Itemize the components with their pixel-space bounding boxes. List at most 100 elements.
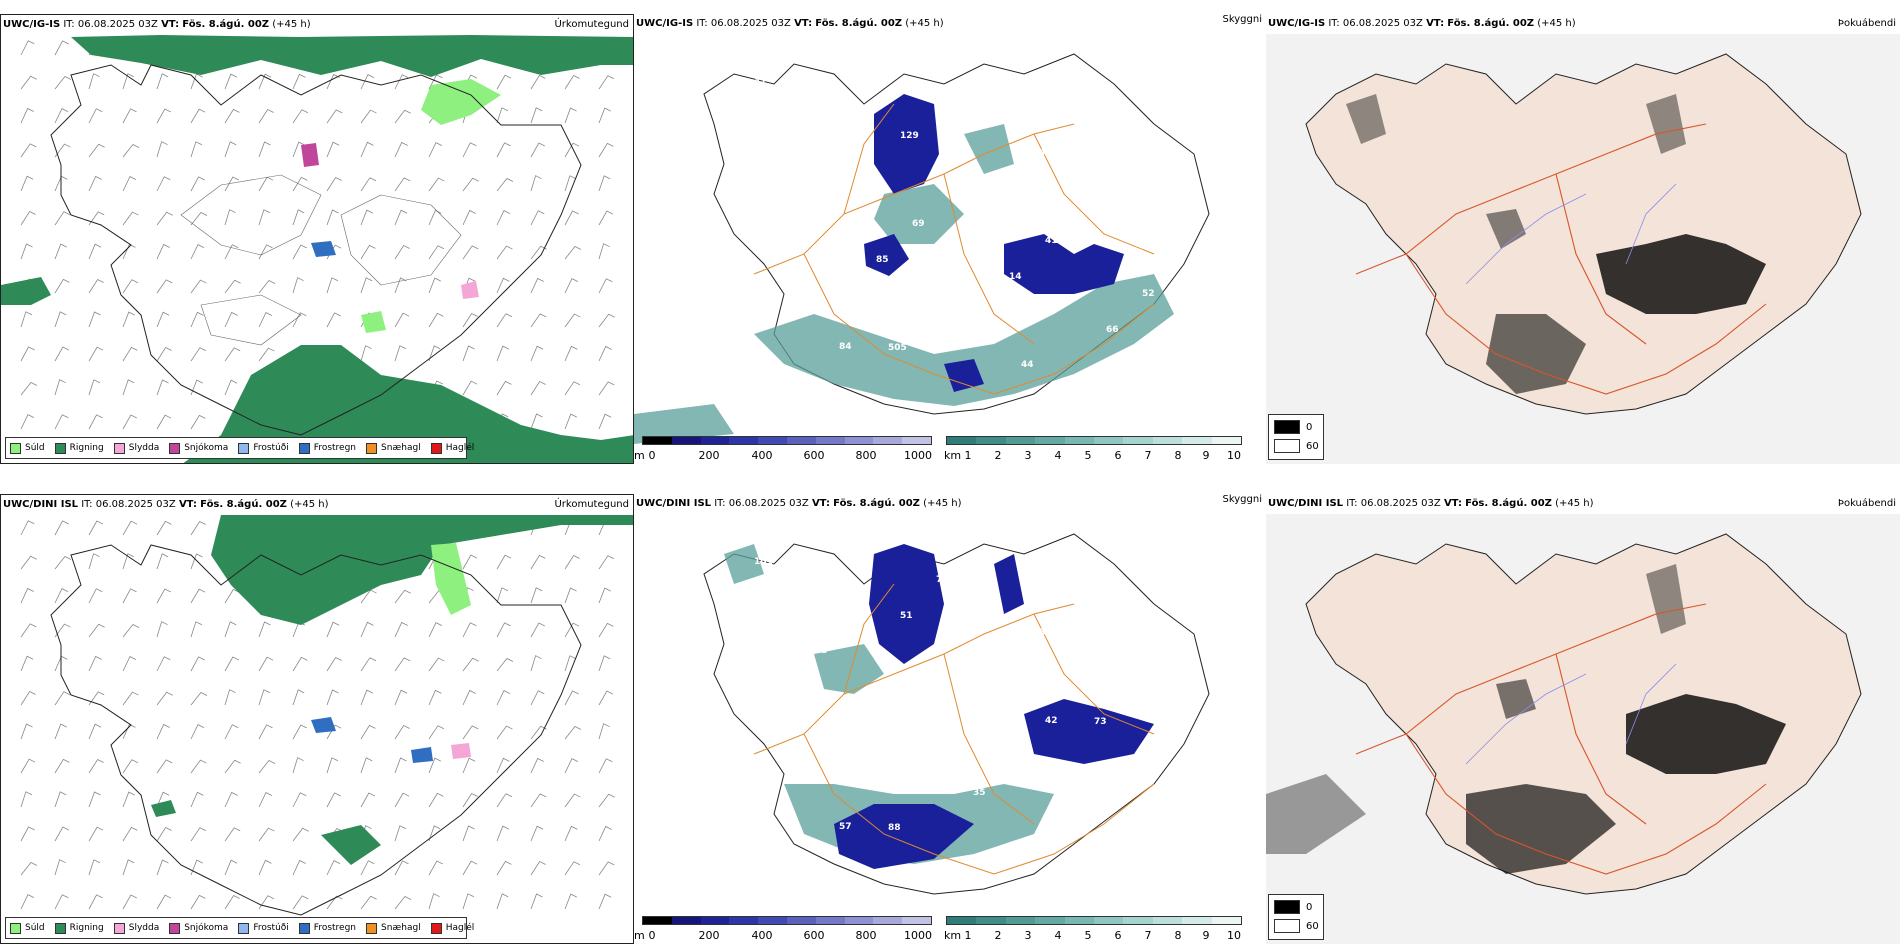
legend-item: Rigning [54,442,104,454]
wind-barb [564,861,581,876]
colorbar-tick: 2 [994,449,1002,462]
wind-barb [258,279,276,294]
wind-barb [360,74,375,90]
wind-barb [530,413,543,430]
legend-item: Frostregn [298,922,356,934]
wind-barb [394,792,410,808]
wind-barb [292,827,309,842]
wind-barb [122,553,135,570]
wind-barb [360,757,373,774]
wind-barb [292,244,308,260]
visibility-colorbar: km 1 2 3 4 5 6 7 8 9 10 [944,916,1244,942]
wind-barb [530,655,542,672]
wind-barb [564,245,582,260]
fog-legend-item: 60 [1274,919,1323,933]
wind-barb [394,621,408,638]
colorbar-tick: 600 [803,929,825,942]
wind-barb [20,791,33,808]
wind-barb [156,73,169,90]
colorbar-unit: m [634,929,645,942]
wind-barb [292,792,307,808]
wind-barb [88,791,101,808]
legend-item: Frostúði [238,922,289,934]
wind-barb [564,622,580,638]
wind-barb [122,176,137,192]
panel-header: UWC/IG-IS IT: 06.08.2025 03Z VT: Fös. 8.… [636,18,944,29]
wind-barb [462,622,477,638]
wind-barb [530,757,544,774]
panel-header: UWC/DINI ISL IT: 06.08.2025 03Z VT: Fös.… [636,498,962,509]
ceiling-value-label: 77 [779,682,792,692]
legend-item: Rigning [54,922,104,934]
wind-barb [326,724,342,740]
wind-barb [564,758,579,774]
wind-barb [20,691,36,706]
wind-barb [530,554,546,570]
panel-header: UWC/IG-IS IT: 06.08.2025 03Z VT: Fös. 8.… [3,19,311,30]
colorbar-tick: 3 [1024,449,1032,462]
wind-barb [54,894,69,910]
fog-legend-item: 0 [1274,420,1323,434]
wind-barb [564,313,581,328]
wind-barb [224,621,237,638]
wind-barb [360,895,377,910]
ceiling-value-label: 66 [827,254,840,264]
wind-barb [462,209,476,226]
wind-barb [88,723,102,740]
wind-barb [394,245,410,260]
wind-barb [258,621,271,638]
wind-barb [88,73,100,90]
wind-barb [292,73,306,90]
panel-title: Úrkomutegund [554,499,629,510]
ceiling-value-label: 68 [997,184,1010,194]
wind-barb [54,414,69,430]
legend-item: Snjókoma [169,922,228,934]
wind-barb [564,381,581,396]
colorbar-tick: 200 [698,449,720,462]
wind-barb [122,691,139,706]
wind-barb [190,311,204,328]
wind-barb [326,792,341,808]
colorbar-tick: 5 [1084,449,1092,462]
wind-barb [360,244,376,260]
ceiling-value-label: 206 [936,95,955,105]
wind-barb [496,657,514,672]
legend-swatch [430,442,442,454]
wind-barb [530,690,545,706]
wind-barb [258,141,271,158]
colorbar-tick: 5 [1084,929,1092,942]
precip-map [20,515,633,916]
wind-barb [394,689,408,706]
ceiling-value-label: 84 [839,342,852,352]
wind-barb [156,141,168,158]
ceiling-value-label: 41 [1045,236,1058,246]
wind-barb [462,725,479,740]
ceiling-value-label: 71 [803,558,816,568]
legend-swatch [54,922,66,934]
wind-barb [190,521,206,536]
ceiling-value-label: 134 [1130,681,1149,691]
wind-barb [360,860,375,876]
ceiling-value-label: 52 [1142,289,1155,299]
wind-barb [564,690,579,706]
wind-barb [224,379,238,396]
wind-barb [156,414,172,430]
wind-barb [394,860,409,876]
ceiling-labels-bottom: 101 96 44 42 51 57 73 159 134 65 42 93 90 43 58 48 37 71 5… [754,557,1155,850]
wind-barb [292,656,308,672]
wind-barb [394,312,410,328]
wind-barb [54,758,70,774]
visibility-colorbar: km 1 2 3 4 5 6 7 8 9 10 [944,436,1244,462]
wind-barb [156,108,172,124]
ceiling-panel-bottom: UWC/DINI ISL IT: 06.08.2025 03Z VT: Fös.… [634,494,1266,944]
colorbar-unit: km [944,929,962,942]
ceiling-value-label: 463 [1082,149,1101,159]
wind-barb [258,73,272,90]
wind-barb [598,175,611,192]
ceiling-value-label: 65 [827,734,840,744]
wind-barb [598,107,611,124]
wind-barb [190,759,207,774]
wind-barb [564,175,577,192]
wind-barb [564,655,577,672]
wind-barb [224,347,241,362]
